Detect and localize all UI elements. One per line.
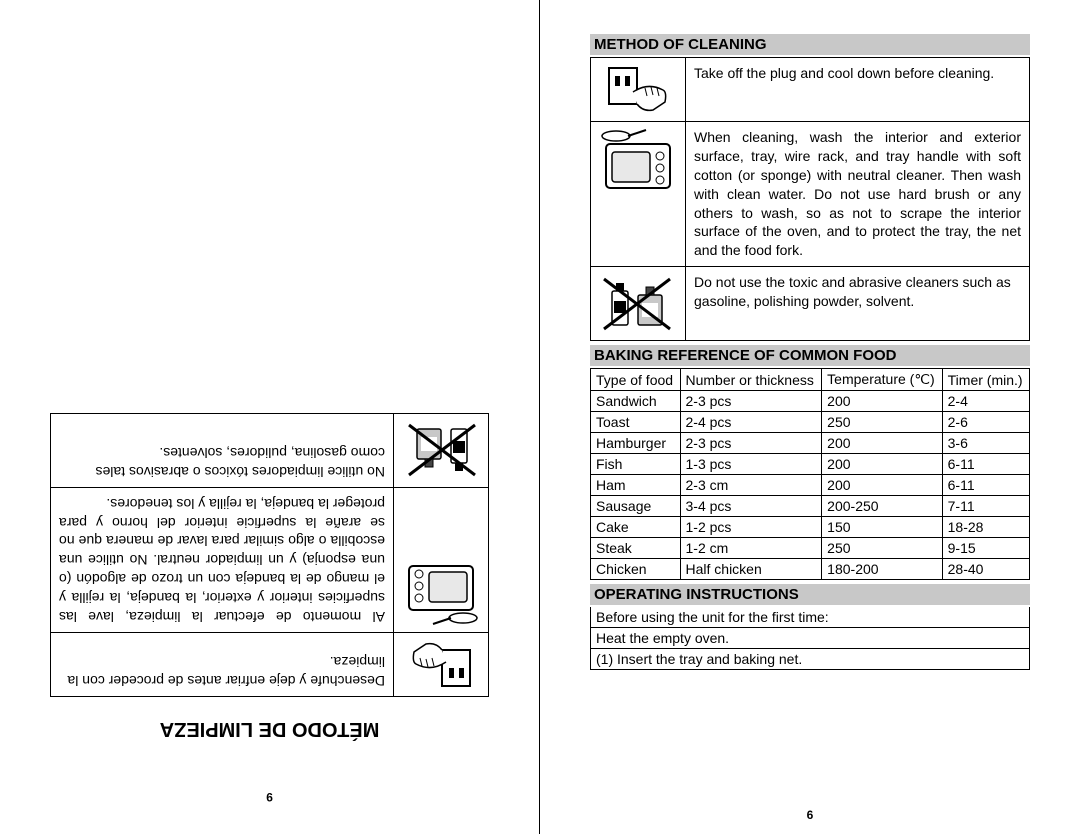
table-cell: 2-3 pcs (680, 391, 822, 412)
table-cell: 2-3 cm (680, 475, 822, 496)
ref-header: Number or thickness (680, 369, 822, 391)
toxic-icon (394, 413, 489, 487)
table-cell: Hamburger (591, 433, 681, 454)
table-cell: 18-28 (942, 517, 1029, 538)
table-row: ChickenHalf chicken180-20028-40 (591, 559, 1030, 580)
table-cell: 3-6 (942, 433, 1029, 454)
op-line: (1) Insert the tray and baking net. (591, 648, 1029, 669)
table-cell: 6-11 (942, 475, 1029, 496)
page-number: 6 (540, 808, 1080, 822)
op-line: Before using the unit for the first time… (591, 607, 1029, 627)
op-block: Before using the unit for the first time… (590, 607, 1030, 670)
clean-row-text: When cleaning, wash the interior and ext… (686, 122, 1030, 267)
clean-row-text: Al momento de efectuar la limpieza, lave… (51, 487, 394, 632)
table-cell: 200 (822, 475, 942, 496)
table-cell: 3-4 pcs (680, 496, 822, 517)
table-row: Sandwich2-3 pcs2002-4 (591, 391, 1030, 412)
table-row: Steak1-2 cm2509-15 (591, 538, 1030, 559)
plug-icon (394, 633, 489, 697)
table-row: Fish1-3 pcs2006-11 (591, 454, 1030, 475)
op-line: Heat the empty oven. (591, 627, 1029, 648)
table-cell: 200 (822, 433, 942, 454)
table-cell: Sausage (591, 496, 681, 517)
table-row: Toast2-4 pcs2502-6 (591, 412, 1030, 433)
clean-row-text: Do not use the toxic and abrasive cleane… (686, 267, 1030, 341)
table-cell: 200 (822, 391, 942, 412)
table-row: Cake1-2 pcs15018-28 (591, 517, 1030, 538)
table-cell: 1-2 pcs (680, 517, 822, 538)
table-cell: 200-250 (822, 496, 942, 517)
op-heading: Operating Instructions (590, 584, 1030, 605)
table-row: Ham2-3 cm2006-11 (591, 475, 1030, 496)
table-cell: Fish (591, 454, 681, 475)
ref-header-row: Type of food Number or thickness Tempera… (591, 369, 1030, 391)
table-cell: 250 (822, 412, 942, 433)
ref-header: Timer (min.) (942, 369, 1029, 391)
right-page: Method Of Cleaning Take off the plug and… (540, 0, 1080, 834)
oven-icon (394, 487, 489, 632)
table-cell: Chicken (591, 559, 681, 580)
left-page: 9 MÉTODO DE LIMPIEZA Desenchufe y deje e… (0, 0, 540, 834)
table-cell: 2-3 pcs (680, 433, 822, 454)
table-cell: Ham (591, 475, 681, 496)
plug-icon (591, 58, 686, 122)
table-cell: 28-40 (942, 559, 1029, 580)
table-cell: 1-2 cm (680, 538, 822, 559)
clean-row-text: No utilice limpiadores tóxicos o abrasiv… (51, 413, 394, 487)
table-cell: Toast (591, 412, 681, 433)
clean-row-text: Take off the plug and cool down before c… (686, 58, 1030, 122)
table-cell: 1-3 pcs (680, 454, 822, 475)
table-cell: 9-15 (942, 538, 1029, 559)
table-cell: 2-4 (942, 391, 1029, 412)
ref-header: Type of food (591, 369, 681, 391)
page-number: 9 (50, 790, 489, 804)
table-row: Hamburger2-3 pcs2003-6 (591, 433, 1030, 454)
toxic-icon (591, 267, 686, 341)
table-cell: Sandwich (591, 391, 681, 412)
table-cell: 200 (822, 454, 942, 475)
ref-heading: Baking Reference Of Common Food (590, 345, 1030, 366)
table-cell: 250 (822, 538, 942, 559)
table-cell: 6-11 (942, 454, 1029, 475)
table-cell: 180-200 (822, 559, 942, 580)
table-cell: 2-4 pcs (680, 412, 822, 433)
table-cell: 7-11 (942, 496, 1029, 517)
cleaning-table: Take off the plug and cool down before c… (590, 57, 1030, 341)
cleaning-heading: Method Of Cleaning (590, 34, 1030, 55)
ref-header: Temperature (℃) (822, 369, 942, 391)
table-row: Sausage3-4 pcs200-2507-11 (591, 496, 1030, 517)
table-cell: Steak (591, 538, 681, 559)
table-cell: Half chicken (680, 559, 822, 580)
table-cell: 150 (822, 517, 942, 538)
ref-table: Type of food Number or thickness Tempera… (590, 368, 1030, 580)
cleaning-table-es: Desenchufe y deje enfriar antes de proce… (50, 413, 489, 697)
clean-row-text: Desenchufe y deje enfriar antes de proce… (51, 633, 394, 697)
table-cell: Cake (591, 517, 681, 538)
oven-icon (591, 122, 686, 267)
cleaning-heading-es: MÉTODO DE LIMPIEZA (50, 717, 489, 740)
table-cell: 2-6 (942, 412, 1029, 433)
